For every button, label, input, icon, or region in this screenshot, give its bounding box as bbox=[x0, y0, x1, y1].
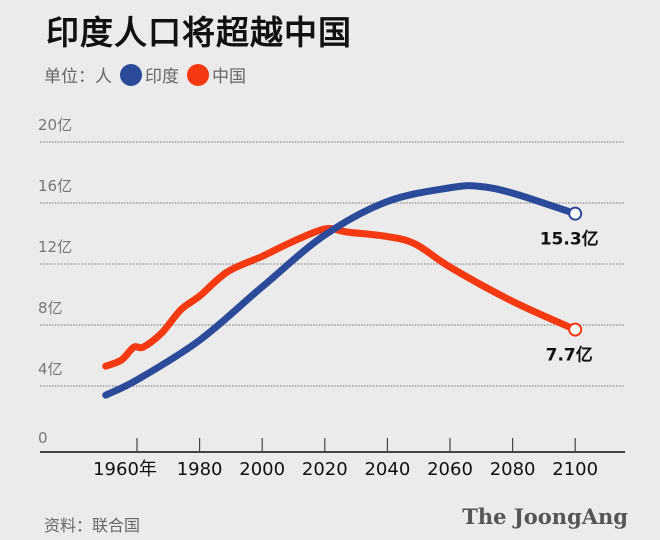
india-end-label: 15.3亿 bbox=[540, 229, 599, 250]
china-end-label: 7.7亿 bbox=[546, 345, 593, 366]
publisher-logo: The JoongAng bbox=[462, 504, 628, 529]
x-tick-label: 2080 bbox=[490, 459, 536, 480]
y-tick-label: 12亿 bbox=[38, 238, 72, 256]
y-tick-label: 16亿 bbox=[38, 177, 72, 195]
x-tick-label: 2040 bbox=[364, 459, 410, 480]
china-line bbox=[102, 224, 579, 370]
x-tick-label: 2020 bbox=[302, 459, 348, 480]
x-tick-label: 2000 bbox=[239, 459, 285, 480]
source-note: 资料：联合国 bbox=[44, 516, 141, 535]
india-end-marker bbox=[568, 206, 583, 221]
x-tick-label: 2060 bbox=[427, 459, 473, 480]
legend-label-china: 中国 bbox=[212, 67, 246, 87]
y-tick-label: 20亿 bbox=[38, 116, 72, 134]
legend: 单位：人 印度 中国 bbox=[44, 62, 246, 87]
india-line bbox=[102, 182, 579, 399]
x-tick-label: 1980 bbox=[177, 459, 223, 480]
x-tick-label: 2100 bbox=[552, 459, 598, 480]
y-tick-label: 0 bbox=[38, 429, 48, 447]
legend-swatch-china bbox=[187, 63, 209, 86]
y-tick-label: 4亿 bbox=[38, 360, 63, 378]
china-end-marker bbox=[568, 322, 583, 337]
legend-label-india: 印度 bbox=[145, 67, 179, 87]
legend-swatch-india bbox=[120, 63, 142, 86]
x-tick-label: 1960年 bbox=[93, 459, 157, 480]
chart-title: 印度人口将超越中国 bbox=[46, 13, 352, 52]
y-tick-label: 8亿 bbox=[38, 299, 63, 317]
unit-label: 单位：人 bbox=[44, 67, 112, 87]
